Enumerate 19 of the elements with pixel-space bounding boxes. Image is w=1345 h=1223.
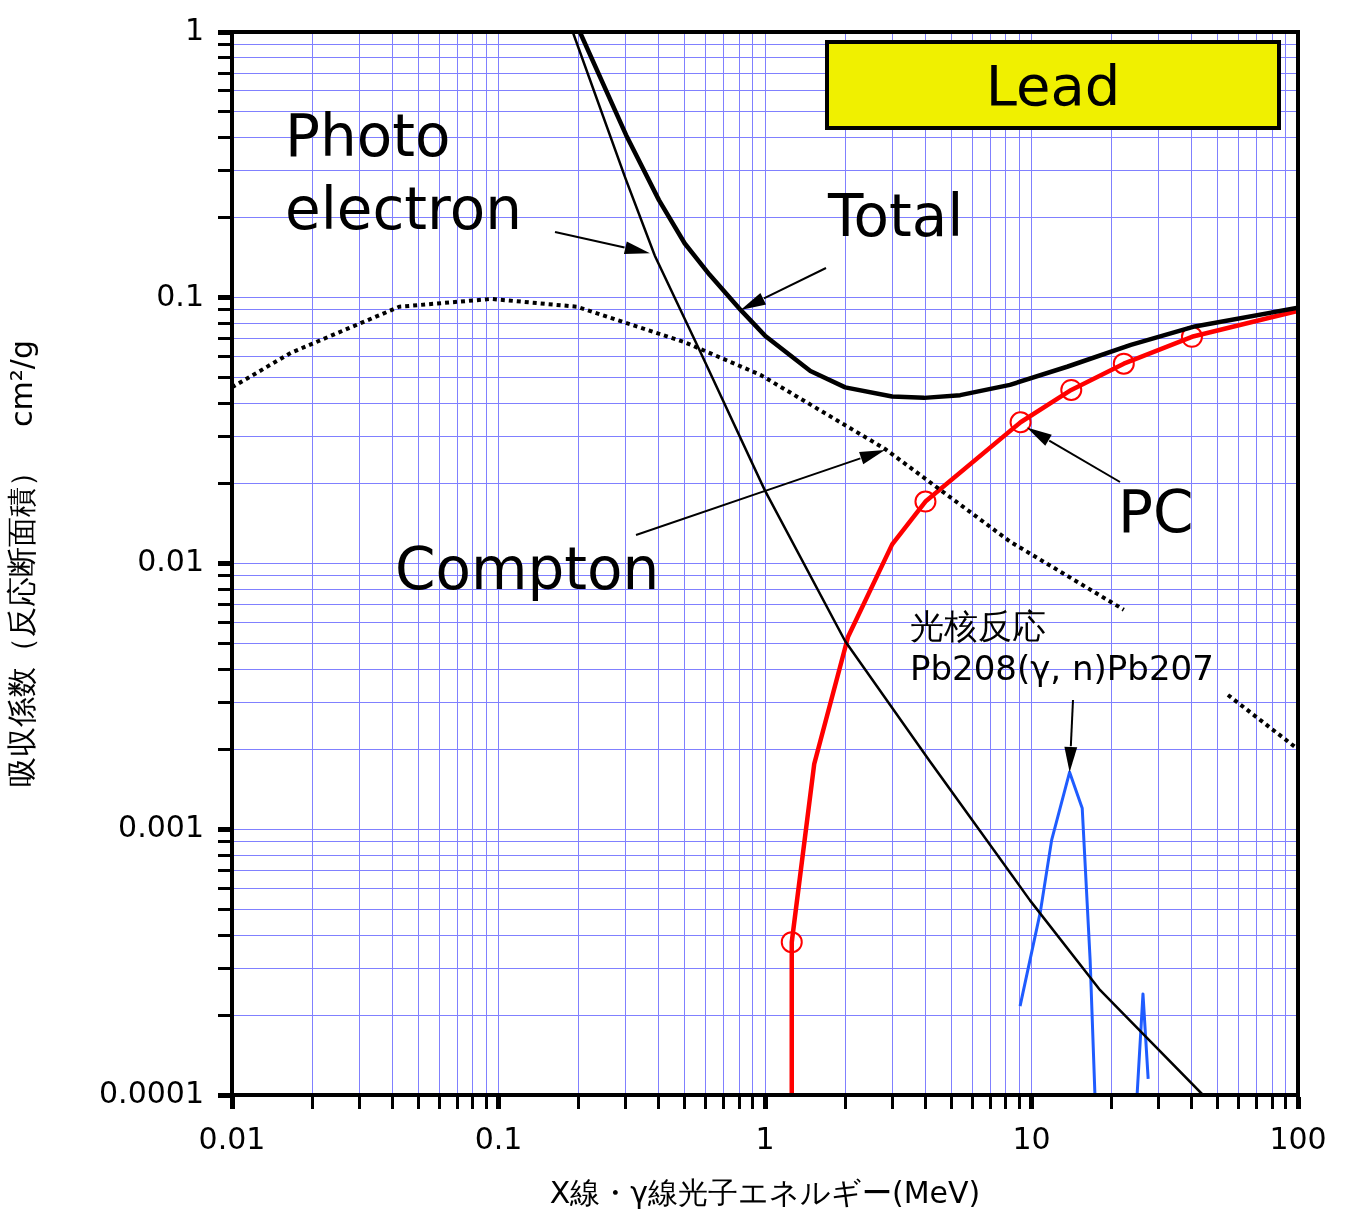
x-tick-label: 100 <box>1269 1120 1327 1156</box>
y-tick-label: 0.001 <box>118 809 204 845</box>
y-tick-label: 0.0001 <box>99 1074 204 1110</box>
x-axis-title: X線・γ線光子エネルギー(MeV) <box>549 1174 981 1210</box>
y-tick-label: 1 <box>184 11 204 47</box>
y-tick-label: 0.1 <box>156 277 204 313</box>
chart-title: Lead <box>985 52 1121 118</box>
annotation: PC <box>1118 478 1194 547</box>
y-tick-label: 0.01 <box>137 543 204 579</box>
banner: Lead <box>825 40 1281 130</box>
y-axis-title: 吸収係数（反応断面積） cm²/g <box>3 340 39 787</box>
annotation: 光核反応 Pb208(γ, n)Pb207 <box>910 605 1214 689</box>
x-tick-label: 0.1 <box>474 1120 523 1156</box>
x-tick-label: 1 <box>755 1120 775 1156</box>
annotation: Photo electron <box>285 102 522 243</box>
x-tick-label: 0.01 <box>198 1120 266 1156</box>
annotation: Compton <box>395 535 660 604</box>
x-tick-label: 10 <box>1012 1120 1051 1156</box>
annotation: Total <box>827 182 964 251</box>
